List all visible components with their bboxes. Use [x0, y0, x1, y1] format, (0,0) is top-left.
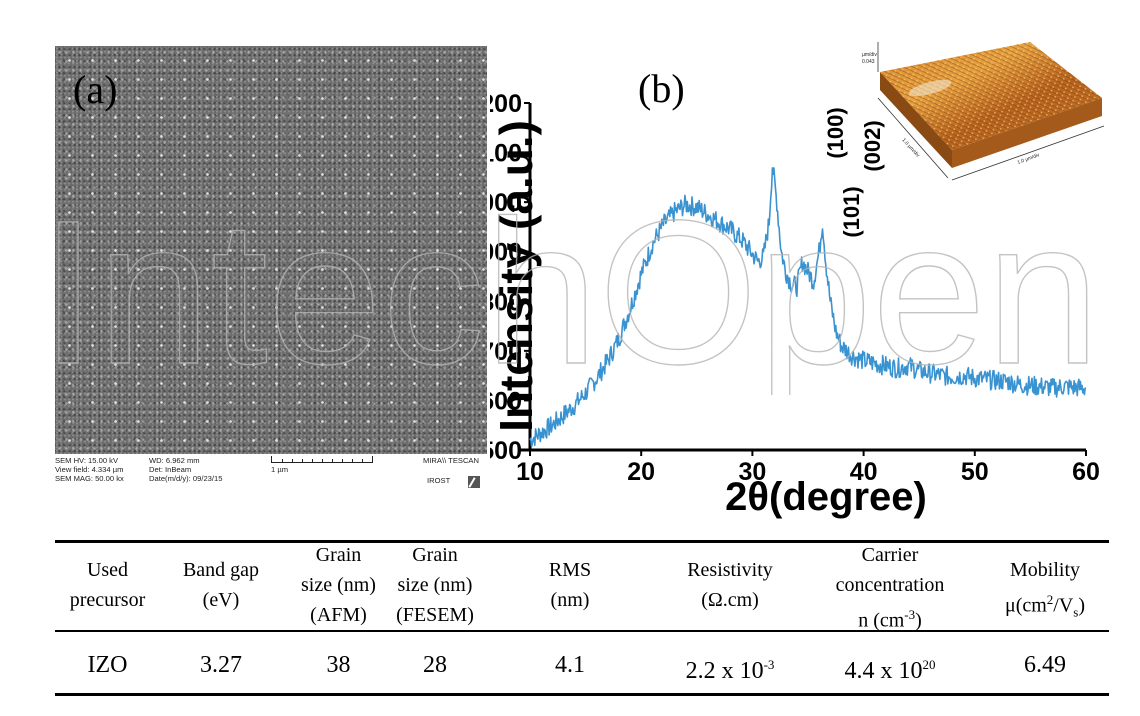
sem-institute: IROST	[427, 476, 451, 485]
afm-y-axis-label: 1.0 µm/div	[1017, 152, 1041, 166]
sem-detector: Det: InBeam	[149, 465, 192, 474]
cell-grain-afm: 38	[326, 652, 351, 678]
chart-panel-label: (b)	[638, 66, 685, 111]
y-axis-label: Intensity (a.u.)	[490, 120, 542, 432]
table-top-rule	[55, 540, 1109, 543]
afm-axes	[877, 42, 1105, 181]
x-tick-label: 30	[738, 458, 766, 486]
cell-rms: 4.1	[555, 652, 585, 678]
sem-mag: SEM MAG: 50.00 kx	[55, 474, 124, 483]
afm-z-value: 0.043	[862, 59, 875, 65]
sem-wd: WD: 6.962 mm	[149, 456, 200, 465]
header-grain-size-afm: Grain size (nm) (AFM)	[301, 544, 376, 626]
header-grain-size-fesem: Grain size (nm) (FESEM)	[396, 544, 474, 626]
sem-hv: SEM HV: 15.00 kV	[55, 456, 119, 465]
x-tick-label: 50	[961, 458, 989, 486]
xrd-chart: 500 600 700 800 900 1000 1100 1200 10 20 30 40 50 60…	[490, 66, 1100, 519]
sem-panel: (a) SEM HV: 15.00 kV View field: 4.334 µ…	[55, 46, 487, 488]
header-used-precursor: Used precursor	[69, 559, 146, 611]
peak-label-100: (100)	[823, 107, 848, 158]
y-tick-label: 600	[490, 387, 522, 415]
cell-precursor: IZO	[87, 652, 128, 678]
sem-panel-label: (a)	[73, 67, 118, 112]
y-tick-label: 500	[490, 437, 522, 465]
table-bottom-rule	[55, 693, 1109, 696]
afm-x-axis-label: 1.0 µm/div	[901, 137, 921, 159]
header-carrier-concentration: Carrier concentration n (cm-3)	[835, 544, 945, 632]
x-axis-label: 2θ(degree)	[725, 475, 927, 519]
y-tick-label: 700	[490, 338, 522, 366]
y-tick-label: 1100	[490, 140, 522, 168]
cell-resistivity: 2.2 x 10-3	[685, 657, 775, 684]
y-tick-label: 900	[490, 239, 522, 267]
x-tick-label: 20	[627, 458, 655, 486]
header-resistivity: Resistivity (Ω.cm)	[687, 559, 773, 611]
y-tick-label: 1200	[490, 90, 522, 118]
table-header-rule	[55, 630, 1109, 632]
header-band-gap: Band gap (eV)	[182, 559, 260, 611]
sem-view-field: View field: 4.334 µm	[55, 465, 124, 474]
tescan-logo-icon	[468, 476, 480, 488]
x-tick-label: 40	[850, 458, 878, 486]
xrd-series-line	[529, 167, 1087, 448]
peak-label-101: (101)	[839, 186, 864, 237]
header-rms: RMS (nm)	[548, 559, 592, 611]
x-tick-label: 10	[516, 458, 544, 486]
afm-3d-inset: µm/div 0.043 1.0 µm/div 1.0 µm/div	[862, 42, 1105, 181]
x-tick-label: 60	[1072, 458, 1100, 486]
cell-band-gap: 3.27	[200, 652, 242, 678]
y-tick-label: 1000	[490, 189, 522, 217]
sem-date: Date(m/d/y): 09/23/15	[149, 474, 223, 483]
cell-mobility: 6.49	[1024, 652, 1066, 678]
header-mobility: Mobility μ(cm2/Vs)	[1004, 559, 1086, 620]
xrd-axes	[520, 103, 1086, 452]
sem-scale-bar	[271, 456, 373, 463]
afm-z-unit: µm/div	[862, 52, 877, 58]
y-tick-label: 800	[490, 288, 522, 316]
cell-carrier-concentration: 4.4 x 1020	[844, 657, 936, 684]
sem-data-bar: SEM HV: 15.00 kV View field: 4.334 µm SE…	[55, 454, 487, 492]
sem-brand: MIRA\\ TESCAN	[423, 456, 479, 465]
sem-micrograph	[55, 46, 487, 454]
cell-grain-fesem: 28	[423, 652, 447, 678]
afm-surface	[880, 42, 1102, 168]
sem-scale-label: 1 µm	[271, 465, 289, 474]
peak-label-002: (002)	[860, 120, 885, 171]
